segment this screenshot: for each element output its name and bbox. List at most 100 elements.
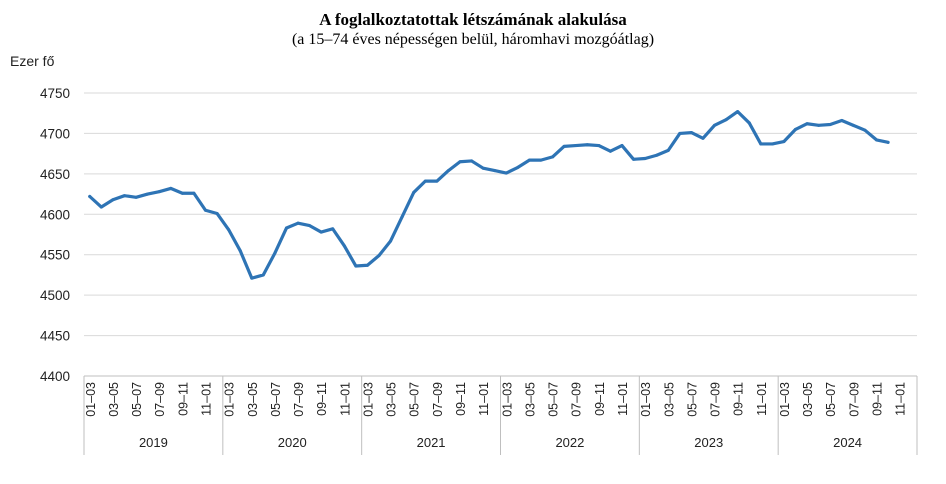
x-tick-label: 01–03 [84, 382, 98, 417]
series-line [88, 110, 890, 280]
year-label: 2020 [278, 435, 307, 450]
x-tick-label: 03–05 [385, 382, 399, 417]
x-tick-label: 03–05 [662, 382, 676, 417]
x-tick-label: 07–09 [153, 382, 167, 417]
data-point [678, 131, 682, 135]
data-point [250, 276, 254, 280]
data-point [157, 190, 161, 194]
year-label: 2023 [694, 435, 723, 450]
data-point [354, 264, 358, 268]
data-point [736, 110, 740, 114]
x-tick-label: 01–03 [778, 382, 792, 417]
x-tick-label: 07–09 [570, 382, 584, 417]
x-tick-label: 11–01 [755, 382, 769, 416]
data-point [192, 191, 196, 195]
x-tick-label: 09–11 [176, 382, 190, 416]
data-point [180, 191, 184, 195]
data-point [666, 148, 670, 152]
data-points [88, 110, 890, 280]
data-point [562, 144, 566, 148]
data-point [759, 142, 763, 146]
data-point [851, 123, 855, 127]
data-point [551, 155, 555, 159]
data-point [782, 140, 786, 144]
data-point [470, 159, 474, 163]
data-point [88, 194, 92, 198]
data-point [493, 169, 497, 173]
x-axis: 01–03 03–05 05–07 07–09 09–11 11–01 01–03 03–05… [83, 376, 918, 455]
year-label: 2021 [417, 435, 446, 450]
year-label: 2022 [555, 435, 584, 450]
x-tick-label: 03–05 [246, 382, 260, 417]
data-point [458, 160, 462, 164]
y-tick-label: 4600 [40, 207, 70, 222]
data-point [863, 128, 867, 132]
x-tick-label: 03–05 [523, 382, 537, 417]
data-point [875, 138, 879, 142]
x-tick-label: 05–07 [130, 382, 144, 417]
data-point [655, 153, 659, 157]
x-tick-label: 11–01 [199, 382, 213, 416]
data-point [111, 198, 115, 202]
data-point [689, 131, 693, 135]
data-point [122, 194, 126, 198]
data-point [527, 158, 531, 162]
x-tick-label: 05–07 [269, 382, 283, 417]
x-tick-label: 03–05 [801, 382, 815, 417]
data-point [817, 123, 821, 127]
data-point [620, 144, 624, 148]
x-tick-label: 05–07 [685, 382, 699, 417]
data-point [296, 221, 300, 225]
x-tick-label: 07–09 [847, 382, 861, 417]
x-tick-label: 09–11 [315, 382, 329, 416]
x-tick-label: 01–03 [639, 382, 653, 417]
x-tick-label: 09–11 [454, 382, 468, 416]
x-tick-label: 11–01 [338, 382, 352, 416]
x-tick-label: 01–03 [500, 382, 514, 417]
data-point [284, 226, 288, 230]
y-tick-label: 4650 [40, 167, 70, 182]
data-point [423, 179, 427, 183]
x-tick-label: 01–03 [223, 382, 237, 417]
data-point [574, 144, 578, 148]
data-point [331, 227, 335, 231]
x-tick-label: 07–09 [292, 382, 306, 417]
data-point [597, 144, 601, 148]
x-tick-label: 09–11 [593, 382, 607, 416]
data-point [435, 179, 439, 183]
x-tick-label: 11–01 [477, 382, 491, 416]
data-point [632, 157, 636, 161]
x-tick-label: 05–07 [824, 382, 838, 417]
data-point [238, 249, 242, 253]
y-tick-label: 4500 [40, 288, 70, 303]
data-point [539, 158, 543, 162]
x-tick-label: 09–11 [871, 382, 885, 416]
x-tick-label: 11–01 [616, 382, 630, 416]
x-tick-label: 11–01 [894, 382, 908, 416]
x-tick-label: 07–09 [431, 382, 445, 417]
data-point [886, 140, 890, 144]
data-point [608, 149, 612, 153]
chart-title: A foglalkoztatottak létszámának alakulás… [319, 10, 627, 29]
data-point [169, 186, 173, 190]
data-point [273, 251, 277, 255]
chart-subtitle: (a 15–74 éves népességen belül, háromhav… [291, 31, 655, 48]
data-point [747, 121, 751, 125]
data-point [203, 208, 207, 212]
data-point [701, 136, 705, 140]
y-tick-label: 4400 [40, 369, 70, 384]
data-point [377, 254, 381, 258]
y-tick-label: 4450 [40, 329, 70, 344]
y-tick-label: 4550 [40, 248, 70, 263]
gridlines [84, 92, 917, 377]
data-point [365, 263, 369, 267]
data-point [724, 118, 728, 122]
data-point [99, 205, 103, 209]
data-point [400, 215, 404, 219]
x-tick-label: 03–05 [107, 382, 121, 417]
data-point [342, 244, 346, 248]
data-point [215, 211, 219, 215]
data-point [227, 228, 231, 232]
x-tick-label: 07–09 [709, 382, 723, 417]
